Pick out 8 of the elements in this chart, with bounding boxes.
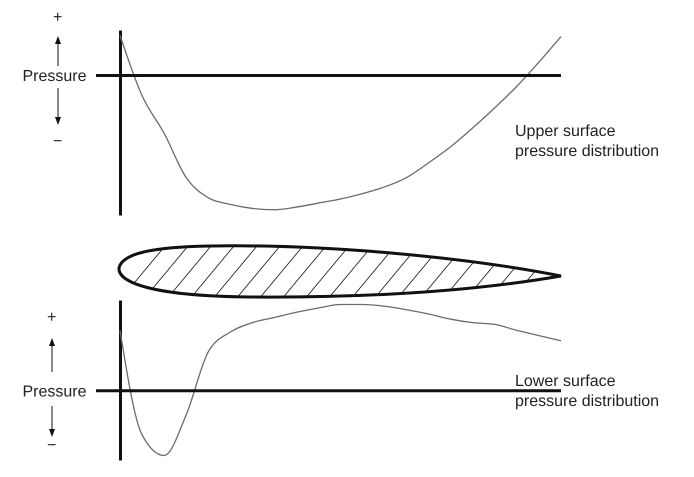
text: − [47, 436, 56, 456]
text: + [47, 308, 56, 328]
y-axis-title: Pressure [22, 383, 87, 400]
annotation: Lower surface pressure distribution [515, 372, 660, 412]
text: − [53, 132, 62, 152]
text: + [53, 8, 62, 28]
annotation: Upper surface pressure distribution [515, 122, 660, 162]
y-axis-title: Pressure [22, 68, 87, 86]
